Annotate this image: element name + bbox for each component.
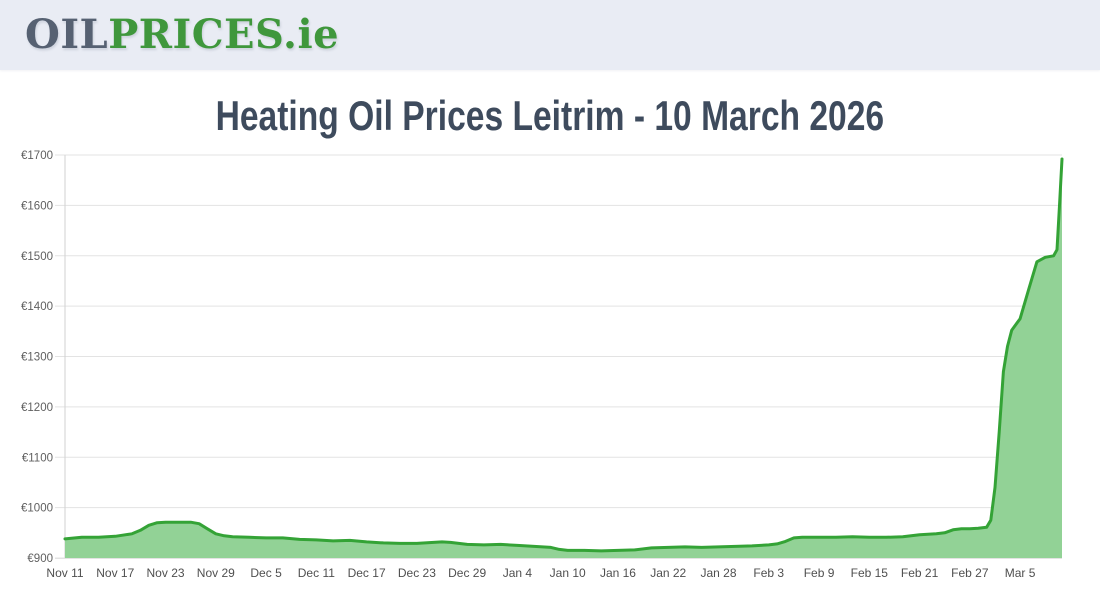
price-chart-svg: €900 €1000 €1100 €1200 €1300 €1400 €1500 €1600 €…: [21, 150, 1064, 580]
x-axis-tick-label: Feb 27: [951, 566, 989, 580]
price-area-fill: [65, 159, 1062, 558]
x-axis-tick-label: Dec 5: [250, 566, 282, 580]
page-title: Heating Oil Prices Leitrim - 10 March 20…: [0, 92, 1100, 140]
x-axis-tick-label: Feb 3: [753, 566, 784, 580]
x-axis-tick-label: Feb 9: [804, 566, 835, 580]
y-axis-tick-label: €1200: [21, 402, 53, 414]
site-logo[interactable]: OILPRICES.ie: [25, 15, 339, 55]
x-axis-tick-label: Dec 29: [448, 566, 486, 580]
x-axis-tick-label: Feb 21: [901, 566, 939, 580]
price-chart: €900 €1000 €1100 €1200 €1300 €1400 €1500 €1600 €…: [0, 145, 1100, 600]
main-content: Heating Oil Prices Leitrim - 10 March 20…: [0, 92, 1100, 600]
x-axis-tick-label: Dec 17: [348, 566, 386, 580]
x-axis-tick-label: Jan 28: [700, 566, 736, 580]
y-axis-tick-label: €1600: [21, 200, 53, 212]
x-axis-tick-label: Jan 16: [600, 566, 636, 580]
x-axis-tick-label: Dec 23: [398, 566, 436, 580]
x-axis-tick-label: Jan 22: [650, 566, 686, 580]
y-axis-tick-label: €1400: [21, 301, 53, 313]
y-axis-tick-label: €900: [27, 553, 53, 565]
x-axis-tick-label: Jan 4: [503, 566, 533, 580]
x-axis-tick-label: Nov 17: [96, 566, 134, 580]
logo-text-prices: PRICES: [108, 11, 284, 58]
x-axis-tick-label: Mar 5: [1005, 566, 1036, 580]
logo-text-oil: OIL: [25, 11, 109, 58]
x-axis-tick-label: Nov 11: [46, 566, 83, 580]
logo-text-ie: .ie: [283, 11, 340, 58]
x-axis-tick-label: Feb 15: [851, 566, 889, 580]
x-axis-tick-label: Nov 29: [197, 566, 235, 580]
y-axis-tick-label: €1100: [22, 452, 53, 464]
x-axis-tick-label: Jan 10: [550, 566, 586, 580]
price-line: [63, 157, 1064, 553]
y-axis-tick-label: €1700: [21, 150, 53, 162]
y-axis-tick-label: €1000: [21, 503, 53, 515]
x-axis-tick-label: Dec 11: [298, 566, 335, 580]
page-title-text: Heating Oil Prices Leitrim - 10 March 20…: [215, 92, 885, 139]
y-axis-tick-label: €1500: [21, 251, 53, 263]
site-header: OILPRICES.ie: [0, 0, 1100, 70]
x-axis-tick-label: Nov 23: [147, 566, 185, 580]
y-axis-tick-label: €1300: [21, 352, 53, 364]
